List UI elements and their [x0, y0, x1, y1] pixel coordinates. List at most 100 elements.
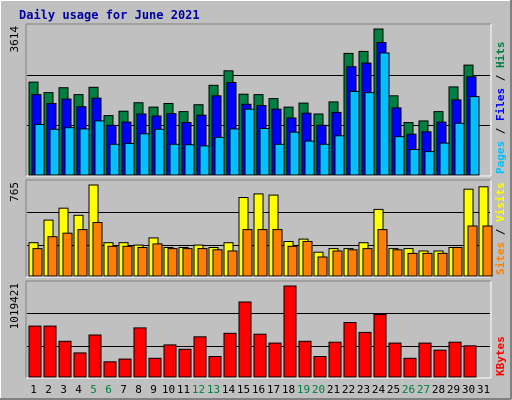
- bar-kbytes-day-1: [28, 325, 42, 378]
- x-tick-label-17: 17: [267, 383, 280, 396]
- x-tick-label-28: 28: [432, 383, 445, 396]
- bar-pages-day-3: [64, 127, 75, 176]
- bar-sites-day-28: [437, 252, 448, 277]
- chart-title: Daily usage for June 2021: [19, 8, 200, 22]
- bar-kbytes-day-2: [43, 325, 57, 378]
- legend-part: /: [494, 222, 507, 242]
- x-tick-label-24: 24: [372, 383, 386, 396]
- x-tick-label-23: 23: [357, 383, 370, 396]
- bar-kbytes-day-9: [148, 357, 162, 378]
- legend-part: Pages: [494, 141, 507, 174]
- x-tick-label-3: 3: [60, 383, 67, 396]
- x-tick-label-30: 30: [462, 383, 475, 396]
- panel-sites-visits: 765 Sites / Visits: [8, 179, 507, 278]
- bar-pages-day-27: [424, 151, 435, 176]
- bar-sites-day-13: [212, 249, 223, 277]
- bar-pages-day-2: [49, 128, 60, 176]
- x-tick-label-21: 21: [327, 383, 340, 396]
- bar-sites-day-21: [332, 250, 343, 277]
- series-legend-label: Sites / Visits: [494, 182, 507, 275]
- bar-sites-day-16: [257, 229, 268, 277]
- bar-sites-day-25: [392, 249, 403, 277]
- bar-kbytes-day-25: [388, 342, 402, 378]
- bar-sites-day-29: [452, 247, 463, 277]
- legend-part: /: [494, 121, 507, 141]
- bar-kbytes-day-30: [463, 345, 477, 378]
- bar-pages-day-25: [394, 136, 405, 176]
- bar-pages-day-14: [229, 128, 240, 176]
- bar-pages-day-4: [79, 128, 90, 176]
- bar-kbytes-day-18: [283, 285, 297, 378]
- bar-pages-day-15: [244, 108, 255, 176]
- x-tick-label-14: 14: [222, 383, 236, 396]
- chart-panels: 3614 Pages / Files / Hits 765 Sites / Visit…: [8, 23, 507, 379]
- x-tick-label-7: 7: [120, 383, 127, 396]
- bar-sites-day-22: [347, 249, 358, 277]
- legend-part: Hits: [494, 42, 507, 69]
- bar-kbytes-day-19: [298, 340, 312, 378]
- x-tick-label-18: 18: [282, 383, 295, 396]
- bar-pages-day-28: [439, 142, 450, 176]
- bar-kbytes-day-28: [433, 349, 447, 378]
- bar-pages-day-24: [379, 52, 390, 176]
- bar-kbytes-day-24: [373, 314, 387, 378]
- bar-sites-day-3: [62, 232, 73, 277]
- bar-sites-day-6: [107, 245, 118, 277]
- x-tick-label-26: 26: [402, 383, 415, 396]
- bar-pages-day-9: [154, 128, 165, 176]
- bar-kbytes-day-14: [223, 332, 237, 378]
- legend-part: Visits: [494, 182, 507, 222]
- x-tick-label-22: 22: [342, 383, 355, 396]
- bar-pages-day-17: [274, 143, 285, 176]
- x-tick-label-19: 19: [297, 383, 310, 396]
- bar-sites-day-24: [377, 229, 388, 277]
- legend-part: Sites: [494, 242, 507, 275]
- bar-sites-day-20: [317, 256, 328, 277]
- bar-kbytes-day-3: [58, 340, 72, 378]
- x-tick-label-2: 2: [45, 383, 52, 396]
- bar-pages-day-29: [454, 122, 465, 176]
- bar-kbytes-day-29: [448, 341, 462, 378]
- x-tick-label-13: 13: [207, 383, 220, 396]
- x-tick-label-10: 10: [162, 383, 175, 396]
- x-tick-label-29: 29: [447, 383, 460, 396]
- bar-sites-day-26: [407, 252, 418, 277]
- bar-kbytes-day-15: [238, 301, 252, 378]
- x-tick-label-27: 27: [417, 383, 430, 396]
- x-tick-label-1: 1: [30, 383, 37, 396]
- bar-sites-day-19: [302, 241, 313, 277]
- bar-sites-day-18: [287, 245, 298, 277]
- legend-part: KBytes: [494, 336, 507, 376]
- x-axis-ticks: 1 2 3 4 5 6 7 8 9 10 11 12 13 14 15 16 17 18 19 20 21 22 23 24 2…: [30, 383, 490, 396]
- x-tick-label-31: 31: [477, 383, 490, 396]
- x-tick-label-5: 5: [90, 383, 97, 396]
- bar-sites-day-9: [152, 243, 163, 277]
- bar-sites-day-12: [197, 248, 208, 277]
- bar-kbytes-day-16: [253, 333, 267, 378]
- bar-kbytes-day-26: [403, 357, 417, 378]
- bar-pages-day-18: [289, 131, 300, 176]
- bar-kbytes-day-27: [418, 342, 432, 378]
- bar-sites-day-10: [167, 248, 178, 277]
- bar-kbytes-day-8: [133, 327, 147, 378]
- bar-sites-day-5: [92, 222, 103, 277]
- bar-pages-day-13: [214, 136, 225, 176]
- bar-kbytes-day-6: [103, 361, 117, 378]
- x-tick-label-6: 6: [105, 383, 112, 396]
- bar-pages-day-21: [334, 135, 345, 176]
- bar-kbytes-day-12: [193, 336, 207, 378]
- bar-kbytes-day-20: [313, 356, 327, 378]
- bar-pages-day-30: [469, 96, 480, 176]
- bar-pages-day-5: [94, 120, 105, 176]
- x-tick-label-11: 11: [177, 383, 190, 396]
- bar-kbytes-day-10: [163, 344, 177, 378]
- bar-pages-day-22: [349, 90, 360, 176]
- y-max-label: 1019421: [8, 283, 21, 329]
- x-tick-label-9: 9: [150, 383, 157, 396]
- bar-sites-day-11: [182, 248, 193, 277]
- x-tick-label-16: 16: [252, 383, 265, 396]
- bar-sites-day-4: [77, 229, 88, 277]
- bar-pages-day-23: [364, 92, 375, 176]
